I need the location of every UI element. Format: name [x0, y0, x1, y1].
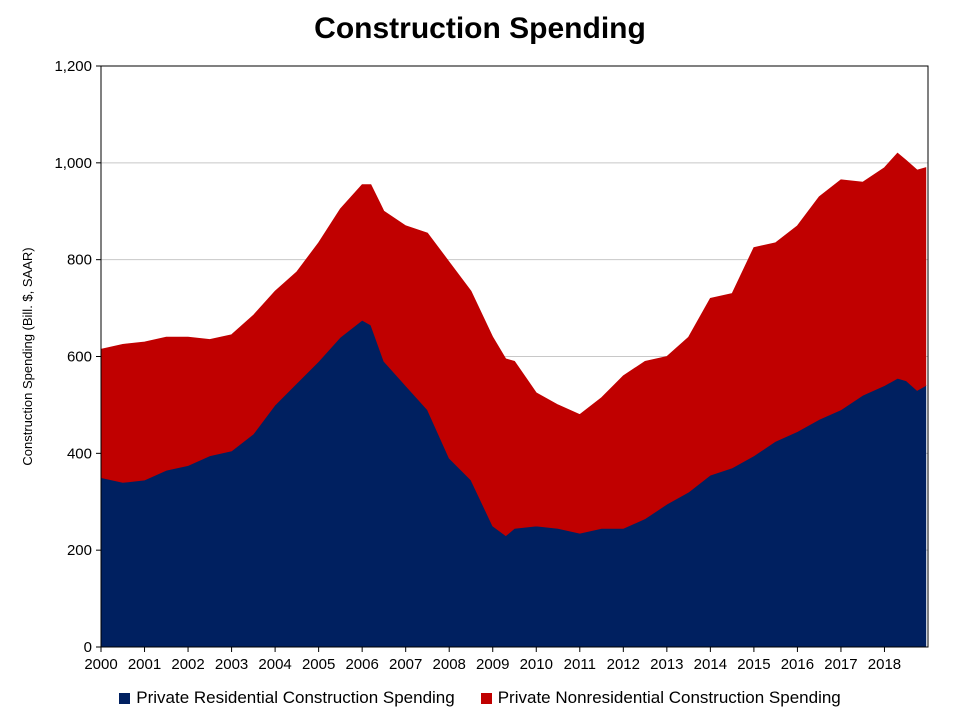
legend-item-residential: Private Residential Construction Spendin… — [119, 688, 455, 708]
x-tick-label: 2003 — [215, 656, 248, 673]
x-tick-label: 2012 — [607, 656, 640, 673]
y-tick-label: 200 — [67, 542, 92, 559]
y-axis: 0 200 400 600 800 1,000 1,200 — [54, 58, 101, 656]
x-tick-label: 2002 — [171, 656, 204, 673]
legend: Private Residential Construction Spendin… — [0, 686, 960, 710]
x-tick-label: 2010 — [520, 656, 553, 673]
series-area-1 — [100, 152, 927, 537]
x-tick-label: 2017 — [824, 656, 857, 673]
x-tick-label: 2008 — [433, 656, 466, 673]
legend-label-residential: Private Residential Construction Spendin… — [136, 688, 455, 707]
legend-swatch-residential — [119, 692, 131, 704]
x-tick-label: 2016 — [781, 656, 814, 673]
x-tick-label: 2000 — [84, 656, 117, 673]
x-tick-label: 2018 — [868, 656, 901, 673]
y-tick-label: 400 — [67, 445, 92, 462]
y-tick-label: 0 — [84, 639, 92, 656]
y-tick-label: 800 — [67, 252, 92, 269]
x-axis: 2000 2001 2002 2003 2004 2005 2006 2007 2008 2009… — [84, 647, 901, 673]
y-axis-label: Construction Spending (Bill. $, SAAR) — [20, 247, 35, 465]
x-tick-label: 2015 — [737, 656, 770, 673]
legend-item-nonresidential: Private Nonresidential Construction Spen… — [480, 688, 841, 708]
x-tick-label: 2011 — [564, 656, 596, 673]
legend-swatch-nonresidential — [480, 692, 492, 704]
x-tick-label: 2009 — [476, 656, 509, 673]
stacked-areas — [100, 152, 927, 648]
x-tick-label: 2004 — [258, 656, 291, 673]
x-tick-label: 2006 — [345, 656, 378, 673]
x-tick-label: 2007 — [389, 656, 422, 673]
y-tick-label: 1,200 — [54, 58, 92, 75]
y-tick-label: 1,000 — [54, 155, 92, 172]
x-tick-label: 2013 — [650, 656, 683, 673]
chart-title: Construction Spending — [314, 12, 646, 45]
y-tick-label: 600 — [67, 349, 92, 366]
x-tick-label: 2005 — [302, 656, 335, 673]
x-tick-label: 2014 — [694, 656, 727, 673]
x-tick-label: 2001 — [128, 656, 161, 673]
legend-label-nonresidential: Private Nonresidential Construction Spen… — [497, 688, 841, 707]
